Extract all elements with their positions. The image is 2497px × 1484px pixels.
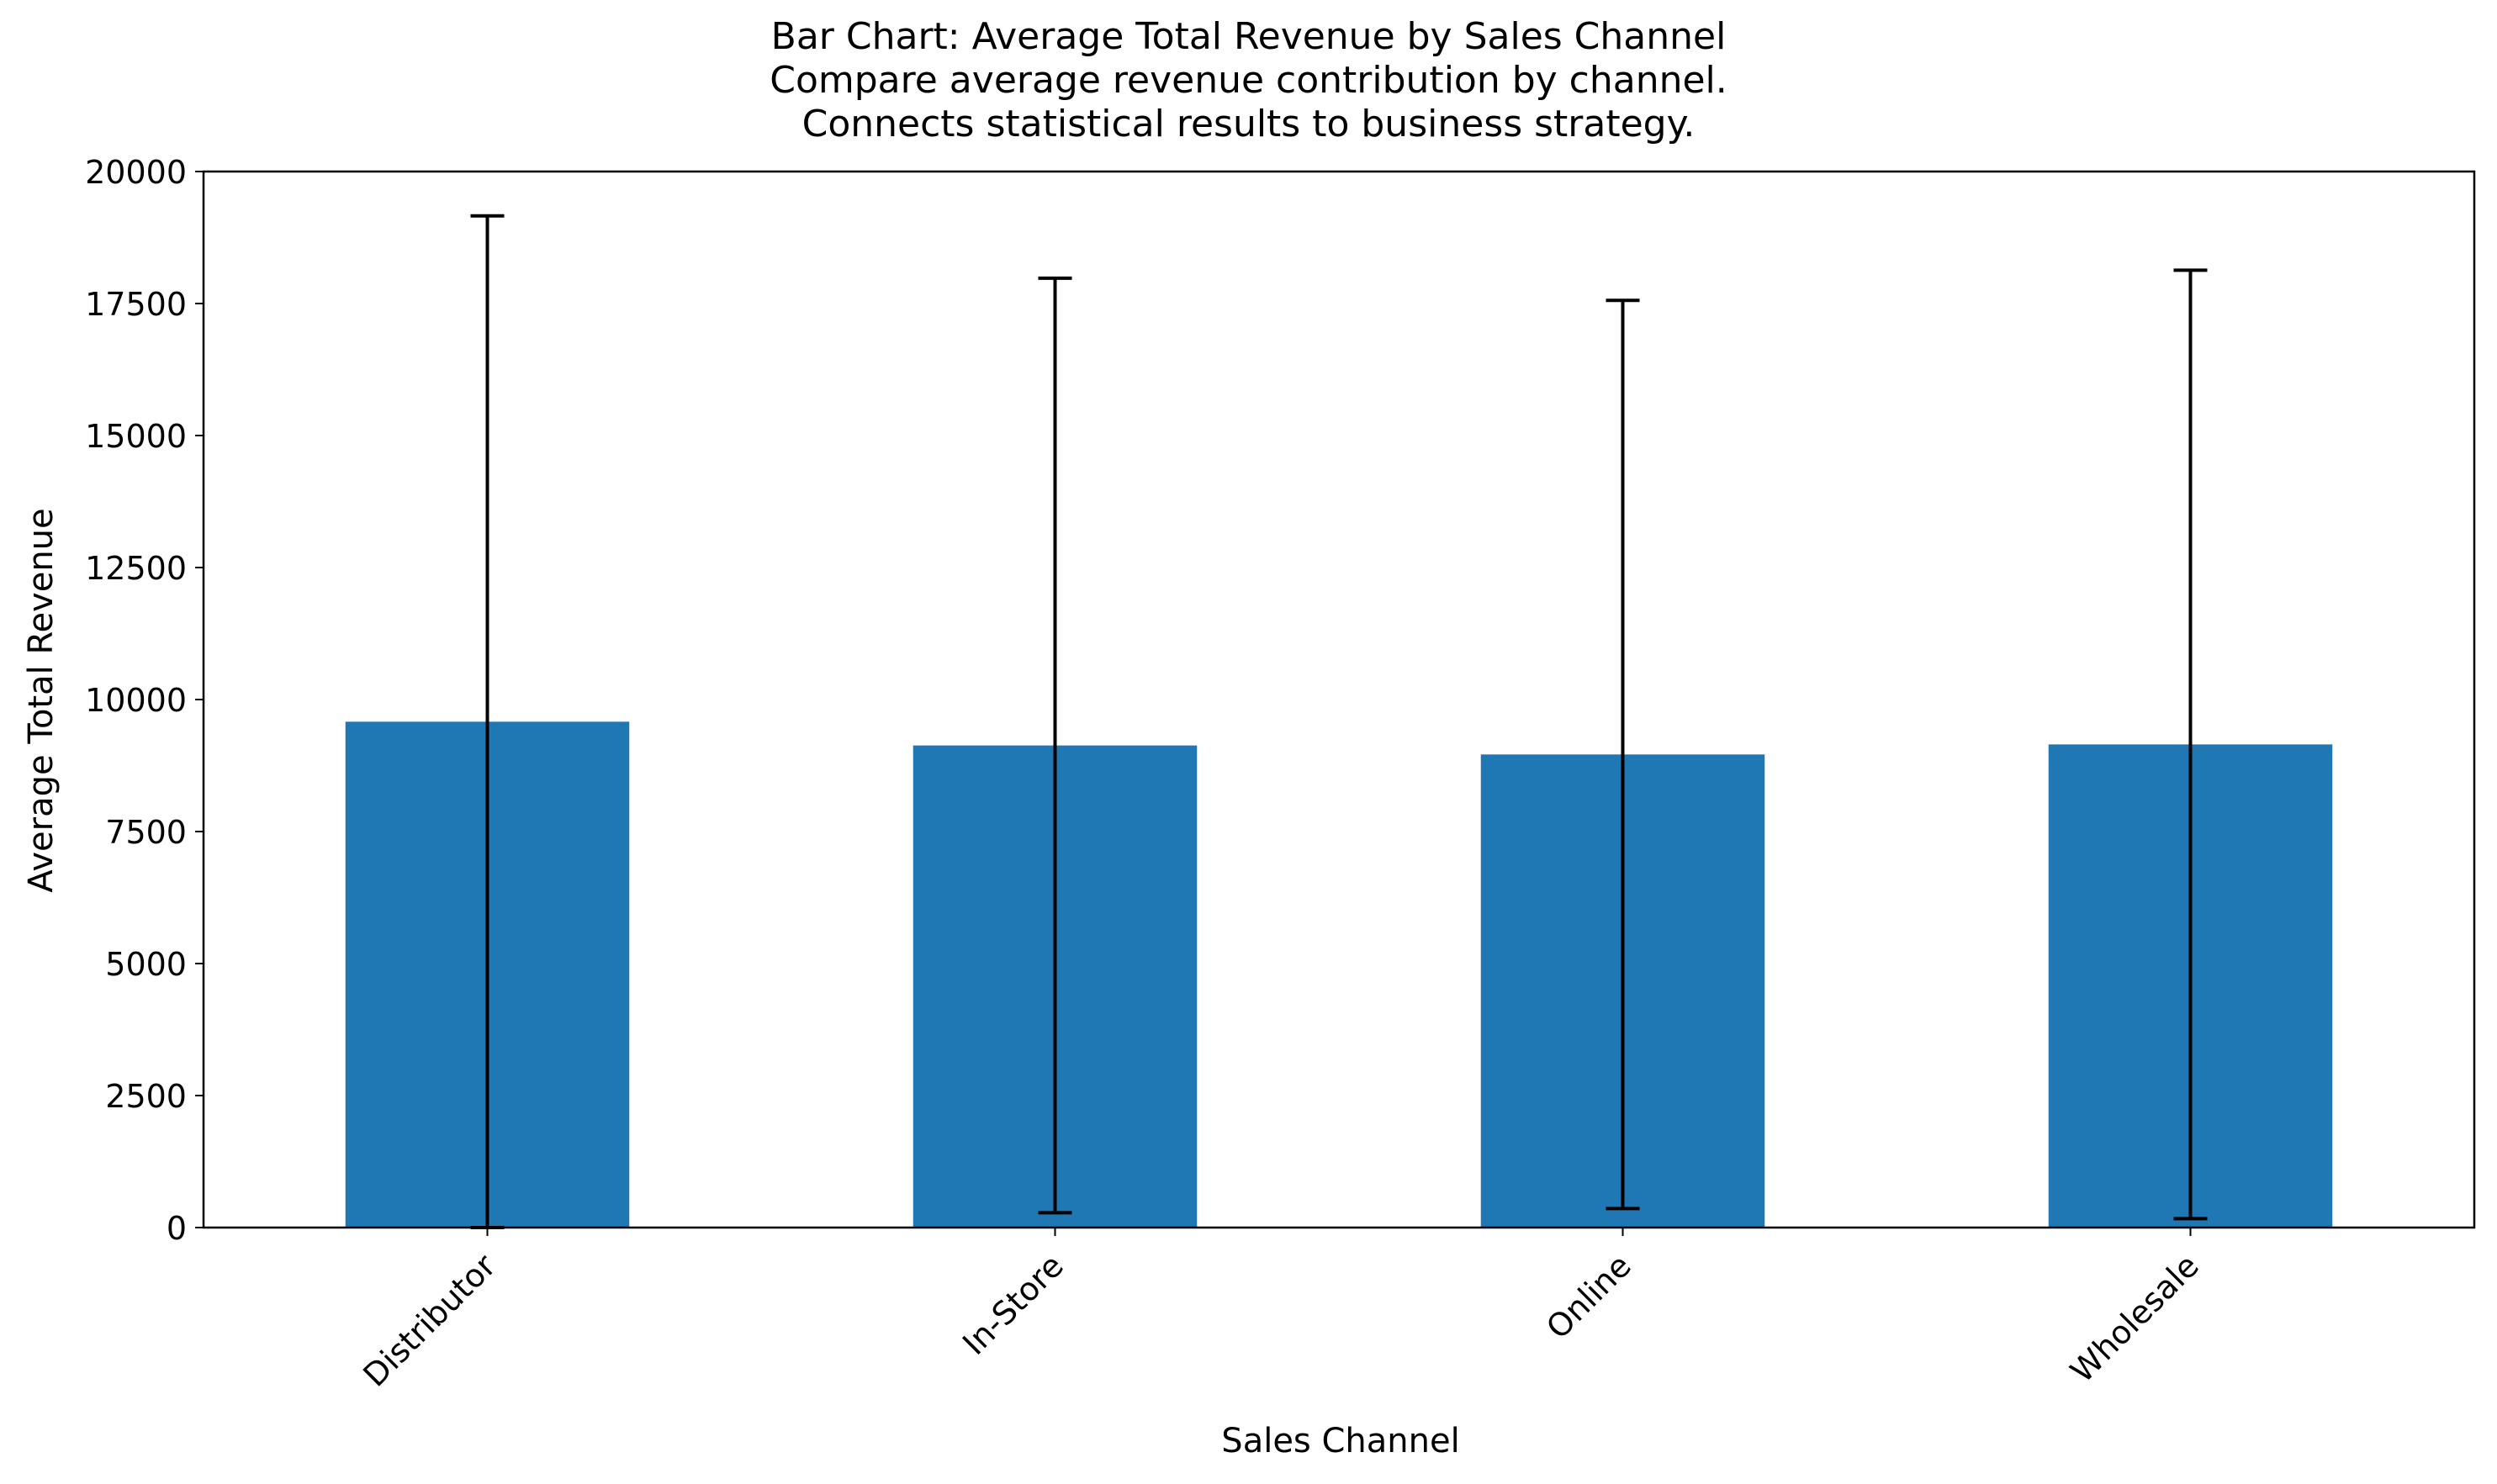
chart-subtitle-line-1: Compare average revenue contribution by …	[770, 59, 1727, 102]
x-tick-label: Online	[1539, 1247, 1638, 1346]
x-tick-label: Distributor	[356, 1247, 503, 1394]
y-tick-label: 20000	[85, 154, 187, 191]
chart-subtitle-line-2: Connects statistical results to business…	[801, 103, 1696, 145]
y-tick-label: 10000	[85, 682, 187, 719]
y-tick-label: 15000	[85, 418, 187, 455]
x-axis-label: Sales Channel	[1221, 1422, 1459, 1460]
x-tick-label: In-Store	[955, 1247, 1071, 1362]
error-bar-in-store	[1038, 276, 1072, 1215]
y-tick-label: 12500	[85, 550, 187, 587]
chart-title: Bar Chart: Average Total Revenue by Sale…	[770, 15, 1727, 58]
y-tick-label: 2500	[105, 1078, 187, 1115]
y-tick-label: 0	[167, 1210, 187, 1247]
y-tick-label: 5000	[105, 946, 187, 983]
y-axis-label: Average Total Revenue	[22, 508, 61, 892]
y-tick-label: 7500	[105, 814, 187, 851]
y-tick-label: 17500	[85, 286, 187, 323]
error-bar-wholesale	[2173, 268, 2208, 1221]
error-bar-online	[1606, 298, 1640, 1211]
chart-title-block: Bar Chart: Average Total Revenue by Sale…	[0, 15, 2497, 146]
x-tick-label: Wholesale	[2063, 1247, 2206, 1390]
